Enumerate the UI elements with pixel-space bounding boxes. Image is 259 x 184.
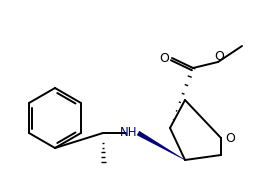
Text: O: O: [225, 132, 235, 144]
Polygon shape: [137, 131, 185, 160]
Text: NH: NH: [119, 125, 137, 139]
Text: O: O: [159, 52, 169, 66]
Text: O: O: [214, 50, 224, 63]
